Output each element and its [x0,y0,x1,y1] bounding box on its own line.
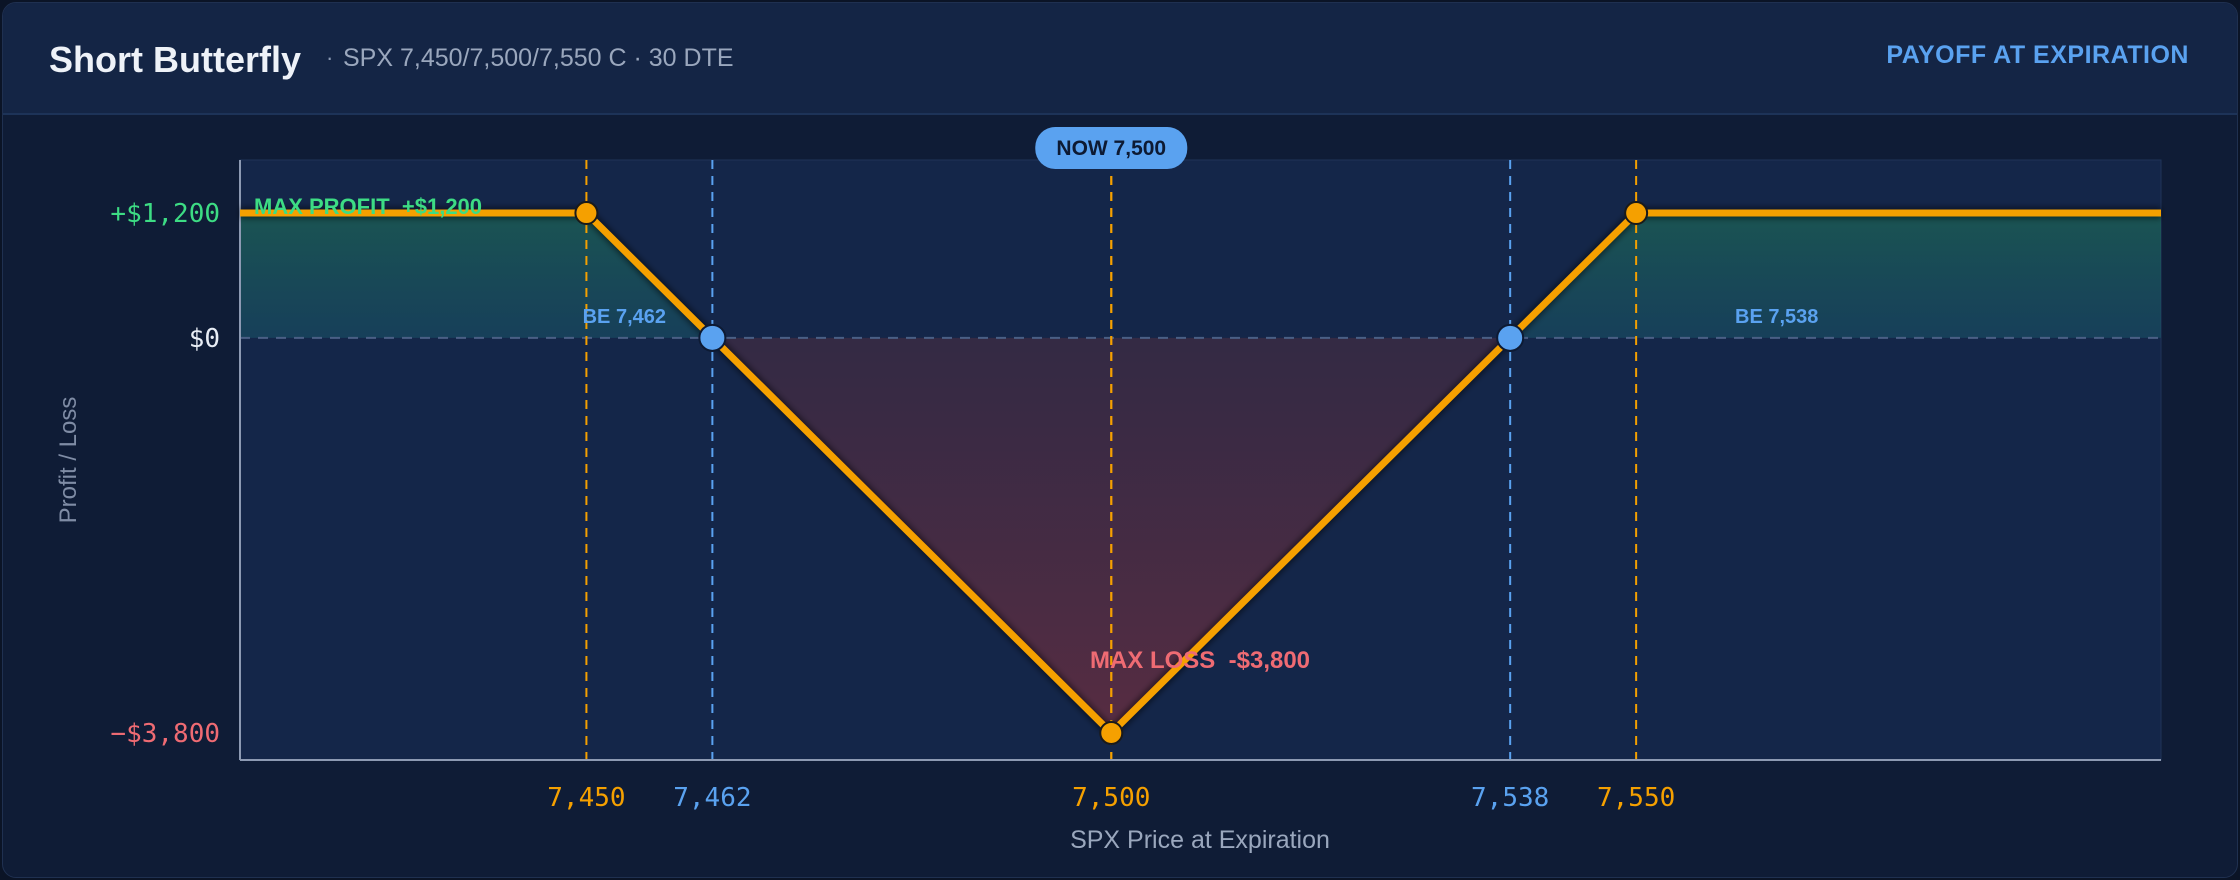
title-separator: · [326,45,334,70]
max-profit-label: MAX PROFIT +$1,200 [254,194,482,219]
y-tick-label: $0 [189,324,220,354]
x-tick-label: 7,550 [1597,783,1675,813]
breakeven-point [1496,323,1525,352]
profit-area-right [1510,213,2161,338]
breakeven-left-label: BE 7,462 [583,306,666,328]
y-axis-title: Profit / Loss [55,397,82,524]
x-tick-label: 7,500 [1072,783,1150,813]
breakeven-point [698,323,727,352]
x-tick-label: 7,462 [673,783,751,813]
x-tick-label: 7,538 [1471,783,1549,813]
breakeven-right-label: BE 7,538 [1735,306,1818,328]
now-price-label: NOW 7,500 [1056,137,1166,160]
x-tick-label: 7,450 [547,783,625,813]
profit-area-left [240,213,713,338]
x-axis-title: SPX Price at Expiration [1070,826,1330,854]
strike-point [1624,201,1649,226]
view-mode-label: PAYOFF AT EXPIRATION [1886,41,2189,69]
strategy-subtitle: SPX 7,450/7,500/7,550 C · 30 DTE [343,44,734,72]
y-tick-label: −$3,800 [110,719,220,749]
strike-point [1099,720,1124,745]
strategy-title: Short Butterfly [49,39,301,80]
y-tick-label: +$1,200 [110,199,220,229]
max-loss-label: MAX LOSS -$3,800 [1090,647,1310,674]
card-header: Short Butterfly · SPX 7,450/7,500/7,550 … [3,3,2237,115]
now-badge: NOW 7,500 [1035,127,1188,169]
strike-point [574,201,599,226]
